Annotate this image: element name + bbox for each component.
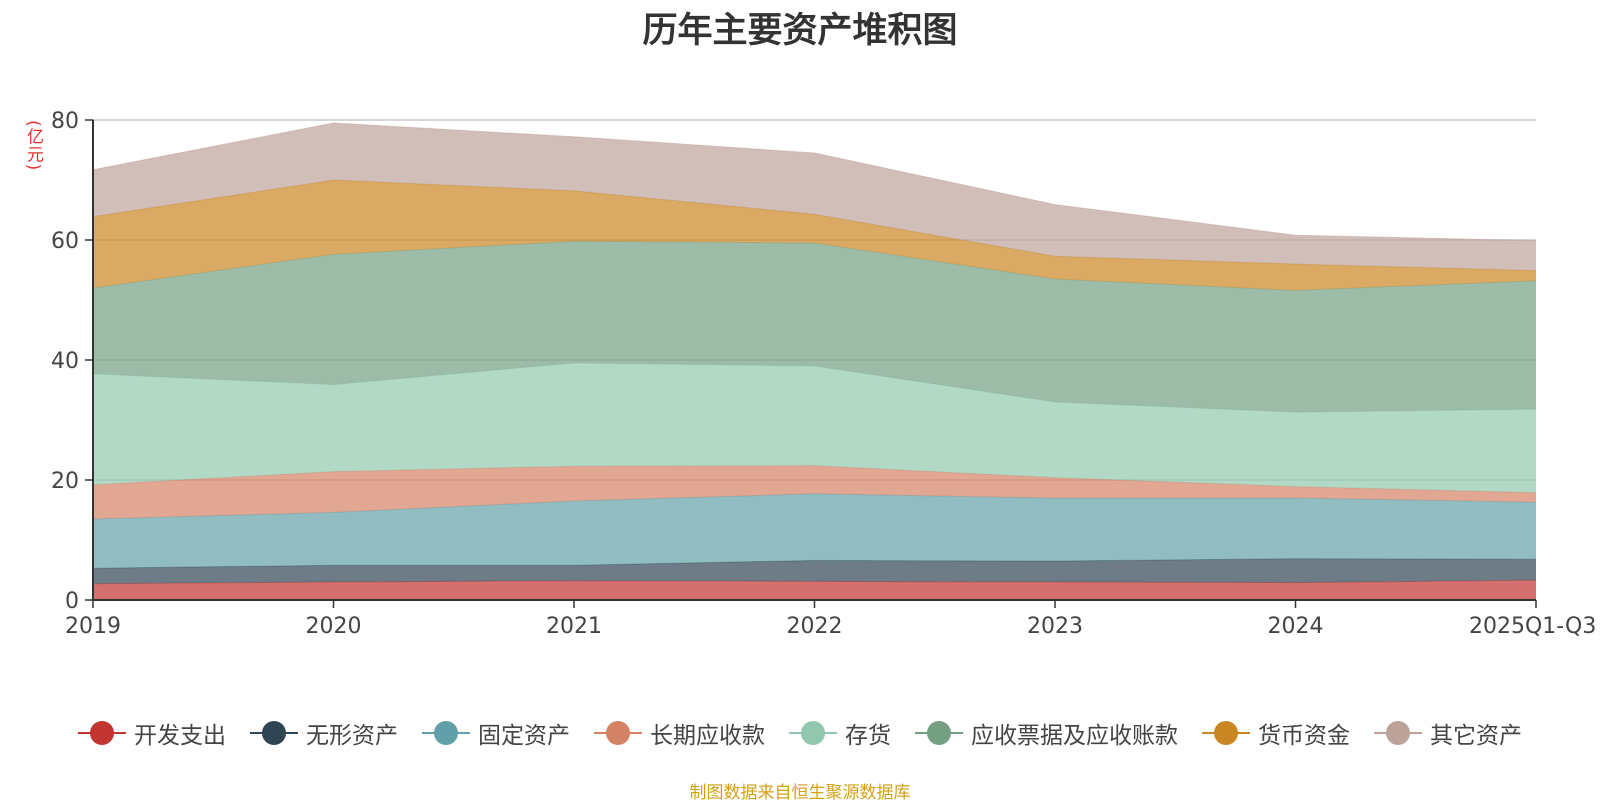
legend-swatch-icon (594, 721, 642, 745)
area-其它资产 (93, 123, 1536, 271)
chart-title: 历年主要资产堆积图 (642, 11, 958, 51)
y-axis-unit-label: (亿元) (23, 120, 43, 172)
y-tick-label: 60 (51, 229, 79, 254)
x-tick-label: 2021 (546, 614, 602, 639)
area-应收票据及应收账款 (93, 241, 1536, 413)
legend-item[interactable]: 存货 (789, 716, 891, 750)
legend-swatch-icon (422, 721, 470, 745)
x-tick-label: 2022 (787, 614, 843, 639)
legend-item[interactable]: 应收票据及应收账款 (915, 716, 1178, 750)
x-tick-label: 2020 (306, 614, 362, 639)
legend-label: 货币资金 (1258, 723, 1350, 749)
axes (85, 119, 1537, 608)
legend-swatch-icon (250, 721, 298, 745)
legend-label: 其它资产 (1430, 723, 1522, 749)
legend-swatch-icon (1374, 721, 1422, 745)
x-tick-label: 2019 (65, 614, 121, 639)
area-开发支出 (93, 580, 1536, 600)
legend-swatch-icon (915, 721, 963, 745)
legend-label: 开发支出 (134, 723, 226, 749)
legend-item[interactable]: 固定资产 (422, 716, 570, 750)
legend-label: 无形资产 (306, 723, 398, 749)
area-固定资产 (93, 493, 1536, 569)
area-edge-其它资产 (92, 122, 1537, 242)
y-tick-label: 40 (51, 349, 79, 374)
y-tick-label: 80 (51, 109, 79, 134)
legend-item[interactable]: 长期应收款 (594, 716, 765, 750)
legend-swatch-icon (789, 721, 837, 745)
y-tick-label: 0 (65, 589, 79, 614)
area-无形资产 (93, 558, 1536, 584)
legend-item[interactable]: 其它资产 (1374, 716, 1522, 750)
legend-label: 固定资产 (478, 723, 570, 749)
source-note: 制图数据来自恒生聚源数据库 (689, 783, 911, 803)
legend-item[interactable]: 货币资金 (1202, 716, 1350, 750)
y-tick-label: 20 (51, 469, 79, 494)
legend-label: 应收票据及应收账款 (971, 723, 1178, 749)
area-货币资金 (93, 180, 1536, 291)
x-tick-label: 2023 (1027, 614, 1083, 639)
legend-swatch-icon (78, 721, 126, 745)
legend-item[interactable]: 无形资产 (250, 716, 398, 750)
area-长期应收款 (93, 465, 1536, 519)
series-areas (92, 122, 1537, 600)
x-tick-label: 2025Q1-Q3 (1469, 614, 1596, 639)
legend-label: 存货 (845, 723, 891, 749)
area-存货 (93, 363, 1536, 493)
tick-labels: 0 20 40 60 80 2019 2020 2021 2022 2023 2024 2025Q1-… (51, 109, 1596, 639)
x-tick-label: 2024 (1268, 614, 1324, 639)
legend-item[interactable]: 开发支出 (78, 716, 226, 750)
legend-swatch-icon (1202, 721, 1250, 745)
legend-label: 长期应收款 (650, 723, 765, 749)
legend: 开发支出 无形资产 固定资产 长期应收款 存货 应收票据及应收账款 货币资金 其它资产 (0, 716, 1600, 750)
